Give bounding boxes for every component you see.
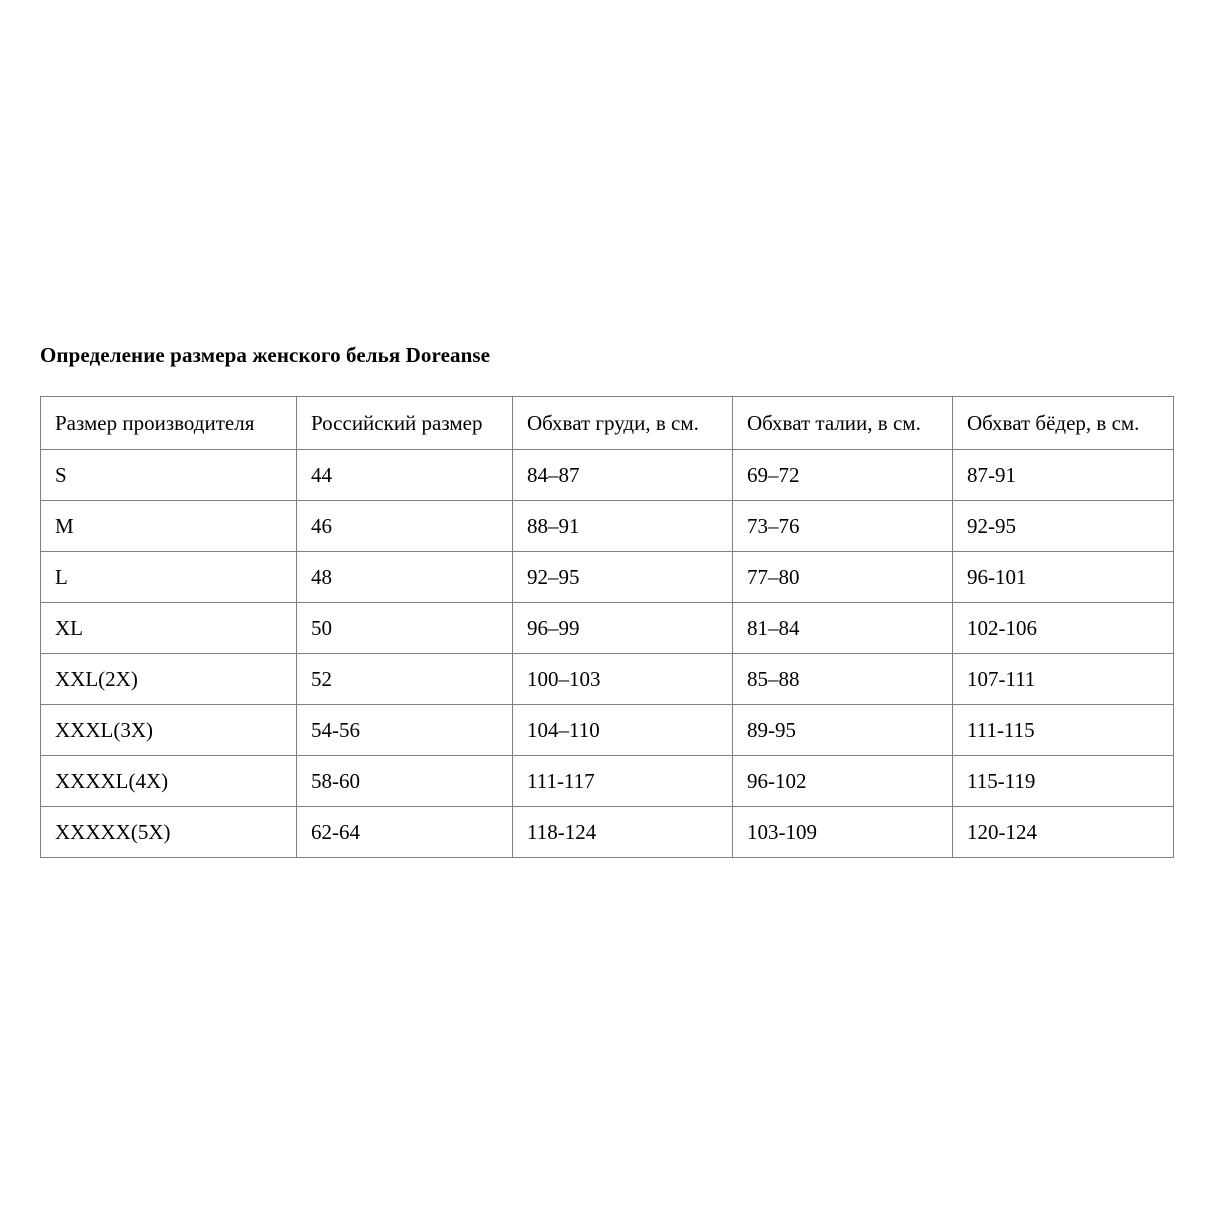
cell-bust: 111-117: [512, 755, 733, 807]
table-row: L 48 92–95 77–80 96-101: [40, 551, 1174, 603]
cell-hips: 87-91: [952, 449, 1174, 501]
table-row: XXL(2X) 52 100–103 85–88 107-111: [40, 653, 1174, 705]
cell-waist: 96-102: [732, 755, 953, 807]
cell-russian-size: 52: [296, 653, 513, 705]
page-title: Определение размера женского белья Dorea…: [40, 343, 491, 367]
cell-russian-size: 58-60: [296, 755, 513, 807]
cell-waist: 77–80: [732, 551, 953, 603]
cell-manufacturer-size: XXXL(3X): [40, 704, 297, 756]
table-header: Размер производителя Российский размер О…: [40, 396, 1174, 450]
table-row: XXXXX(5X) 62-64 118-124 103-109 120-124: [40, 806, 1174, 858]
cell-bust: 96–99: [512, 602, 733, 654]
cell-hips: 111-115: [952, 704, 1174, 756]
cell-russian-size: 48: [296, 551, 513, 603]
cell-hips: 102-106: [952, 602, 1174, 654]
cell-waist: 81–84: [732, 602, 953, 654]
cell-bust: 100–103: [512, 653, 733, 705]
cell-waist: 73–76: [732, 500, 953, 552]
cell-manufacturer-size: XXL(2X): [40, 653, 297, 705]
cell-russian-size: 54-56: [296, 704, 513, 756]
cell-bust: 88–91: [512, 500, 733, 552]
cell-hips: 92-95: [952, 500, 1174, 552]
cell-russian-size: 44: [296, 449, 513, 501]
cell-russian-size: 50: [296, 602, 513, 654]
table-row: S 44 84–87 69–72 87-91: [40, 449, 1174, 501]
cell-waist: 69–72: [732, 449, 953, 501]
cell-bust: 84–87: [512, 449, 733, 501]
table-body: S 44 84–87 69–72 87-91 M 46 88–91 73–76 …: [40, 449, 1174, 858]
cell-manufacturer-size: S: [40, 449, 297, 501]
column-header-manufacturer-size: Размер производителя: [40, 396, 297, 450]
cell-manufacturer-size: XL: [40, 602, 297, 654]
column-header-waist: Обхват талии, в см.: [732, 396, 953, 450]
table-row: XXXL(3X) 54-56 104–110 89-95 111-115: [40, 704, 1174, 756]
cell-waist: 85–88: [732, 653, 953, 705]
document-content: Определение размера женского белья Dorea…: [40, 342, 1174, 858]
cell-russian-size: 46: [296, 500, 513, 552]
cell-hips: 107-111: [952, 653, 1174, 705]
cell-bust: 104–110: [512, 704, 733, 756]
cell-manufacturer-size: M: [40, 500, 297, 552]
cell-manufacturer-size: L: [40, 551, 297, 603]
cell-bust: 92–95: [512, 551, 733, 603]
table-header-row: Размер производителя Российский размер О…: [40, 396, 1174, 450]
cell-manufacturer-size: XXXXX(5X): [40, 806, 297, 858]
table-row: M 46 88–91 73–76 92-95: [40, 500, 1174, 552]
cell-waist: 103-109: [732, 806, 953, 858]
table-row: XXXXL(4X) 58-60 111-117 96-102 115-119: [40, 755, 1174, 807]
cell-hips: 115-119: [952, 755, 1174, 807]
column-header-russian-size: Российский размер: [296, 396, 513, 450]
cell-waist: 89-95: [732, 704, 953, 756]
cell-hips: 120-124: [952, 806, 1174, 858]
cell-manufacturer-size: XXXXL(4X): [40, 755, 297, 807]
cell-bust: 118-124: [512, 806, 733, 858]
cell-hips: 96-101: [952, 551, 1174, 603]
column-header-bust: Обхват груди, в см.: [512, 396, 733, 450]
column-header-hips: Обхват бёдер, в см.: [952, 396, 1174, 450]
cell-russian-size: 62-64: [296, 806, 513, 858]
size-chart-table: Размер производителя Российский размер О…: [40, 396, 1174, 858]
table-row: XL 50 96–99 81–84 102-106: [40, 602, 1174, 654]
